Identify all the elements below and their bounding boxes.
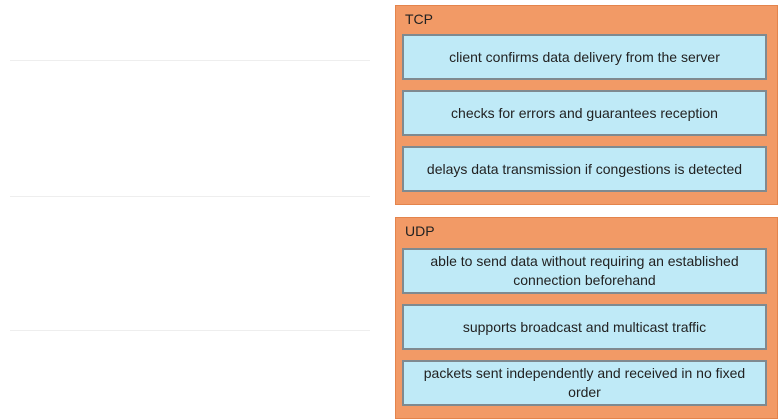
udp-group-title: UDP	[405, 223, 435, 239]
udp-item-broadcast-multicast[interactable]: supports broadcast and multicast traffic	[402, 304, 767, 350]
answer-source-area	[0, 0, 380, 419]
source-divider	[10, 60, 370, 61]
tcp-item-delays-transmission[interactable]: delays data transmission if congestions …	[402, 146, 767, 192]
udp-item-connectionless[interactable]: able to send data without requiring an e…	[402, 248, 767, 294]
source-divider	[10, 196, 370, 197]
tcp-target-group: TCP client confirms data delivery from t…	[395, 5, 778, 205]
tcp-group-title: TCP	[405, 11, 433, 27]
source-divider	[10, 330, 370, 331]
udp-target-group: UDP able to send data without requiring …	[395, 217, 778, 419]
tcp-item-checks-errors[interactable]: checks for errors and guarantees recepti…	[402, 90, 767, 136]
tcp-item-confirms-delivery[interactable]: client confirms data delivery from the s…	[402, 34, 767, 80]
udp-item-independent-packets[interactable]: packets sent independently and received …	[402, 360, 767, 406]
